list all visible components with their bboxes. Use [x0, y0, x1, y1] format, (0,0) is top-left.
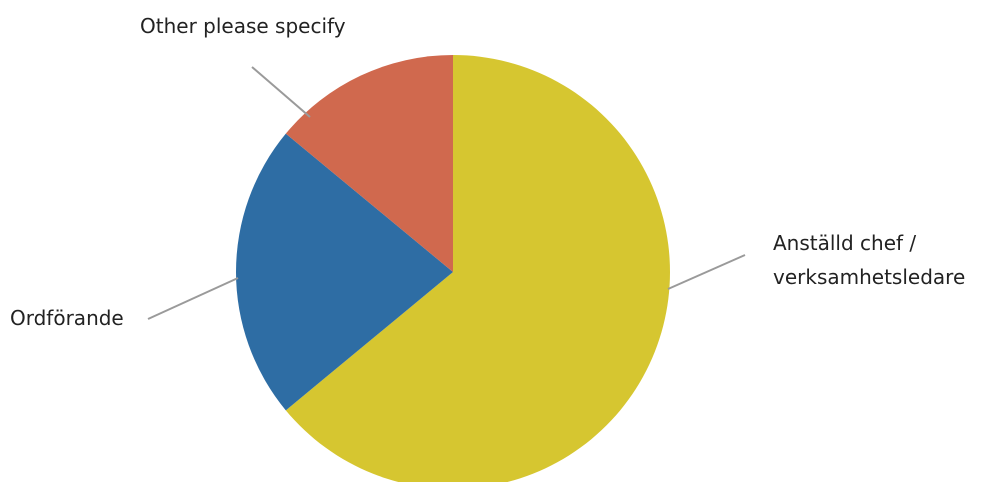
slice-label-line: Ordförande: [10, 306, 124, 330]
pie-slice-3: [285, 55, 453, 272]
pie-slices: [235, 55, 670, 482]
slice-label-line: Anställd chef /: [773, 231, 916, 255]
leader-line-2: [147, 277, 239, 320]
leader-line-1: [667, 254, 746, 290]
slice-label-3: Other please specify: [140, 14, 346, 38]
slice-labels: Anställd chef / verksamhetsledare Ordföran…: [10, 14, 965, 330]
slice-label-1: Anställd chef / verksamhetsledare: [773, 231, 965, 289]
slice-label-line: verksamhetsledare: [773, 265, 965, 289]
leader-line-3: [251, 66, 311, 118]
leader-lines: [147, 66, 746, 320]
slice-label-2: Ordförande: [10, 306, 124, 330]
pie-slice-1: [285, 55, 670, 482]
slice-label-line: Other please specify: [140, 14, 346, 38]
pie-slice-2: [235, 133, 453, 411]
